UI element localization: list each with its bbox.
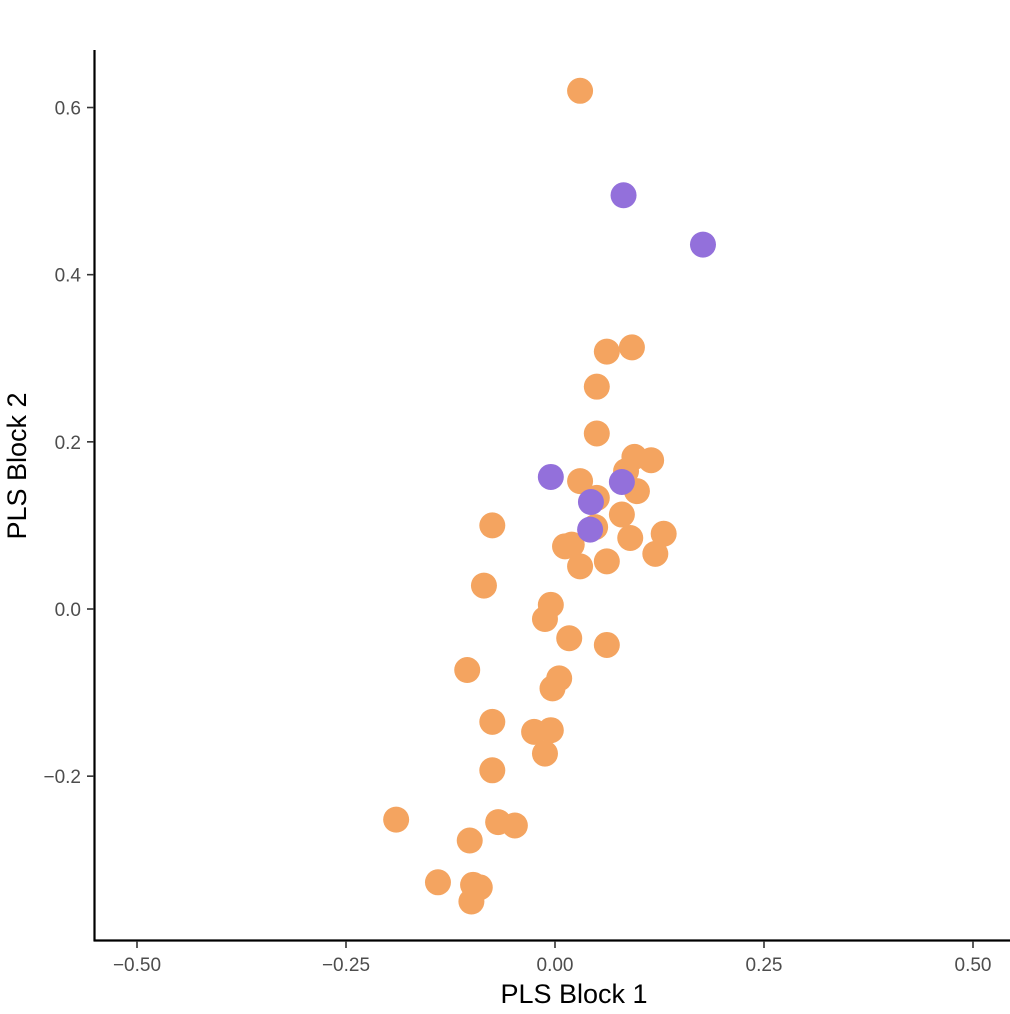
data-point-series-1: [537, 717, 564, 744]
data-point-series-2: [537, 463, 564, 490]
x-tick-label: −0.25: [322, 955, 370, 976]
data-point-series-1: [479, 708, 506, 735]
x-tick-label: 0.00: [537, 955, 574, 976]
x-tick-label: −0.50: [113, 955, 161, 976]
data-point-series-1: [501, 812, 528, 839]
data-point-series-2: [577, 489, 604, 516]
data-point-series-1: [583, 373, 610, 400]
x-tick-label: 0.25: [746, 955, 783, 976]
data-point-series-2: [610, 182, 637, 209]
data-point-series-1: [593, 338, 620, 365]
data-point-series-1: [593, 548, 620, 575]
data-point-series-1: [539, 675, 566, 702]
points-layer: [383, 77, 716, 915]
data-point-series-1: [531, 606, 558, 633]
data-point-series-1: [567, 553, 594, 580]
y-tick-label: 0.0: [55, 600, 81, 621]
ticks: −0.50 −0.25 0.00 0.25 0.50 −0.2 0.0 0.2 0.4 0.6: [43, 99, 991, 976]
x-axis-title: PLS Block 1: [500, 979, 647, 1009]
data-point-series-1: [454, 657, 481, 684]
y-tick-label: 0.2: [55, 433, 81, 454]
y-axis-title: PLS Block 2: [2, 392, 32, 539]
data-point-series-1: [479, 512, 506, 539]
data-point-series-1: [583, 420, 610, 447]
data-point-series-2: [577, 516, 604, 543]
data-point-series-1: [618, 334, 645, 361]
data-point-series-1: [458, 888, 485, 915]
data-point-series-2: [689, 231, 716, 258]
data-point-series-1: [556, 625, 583, 652]
y-tick-label: −0.2: [43, 767, 81, 788]
y-tick-label: 0.4: [55, 266, 82, 287]
y-tick-label: 0.6: [55, 99, 81, 120]
data-point-series-2: [608, 468, 635, 495]
data-point-series-1: [608, 501, 635, 528]
data-point-series-1: [456, 827, 483, 854]
x-tick-label: 0.50: [955, 955, 992, 976]
data-point-series-1: [479, 757, 506, 784]
data-point-series-1: [383, 806, 410, 833]
data-point-series-1: [642, 540, 669, 567]
data-point-series-1: [617, 524, 644, 551]
data-point-series-1: [567, 77, 594, 104]
data-point-series-1: [470, 572, 497, 599]
data-point-series-1: [650, 520, 677, 547]
data-point-series-1: [638, 447, 665, 474]
data-point-series-1: [567, 468, 594, 495]
data-point-series-1: [424, 869, 451, 896]
data-point-series-1: [558, 531, 585, 558]
data-point-series-1: [593, 631, 620, 658]
data-point-series-1: [531, 740, 558, 767]
axes: [93, 50, 1010, 942]
